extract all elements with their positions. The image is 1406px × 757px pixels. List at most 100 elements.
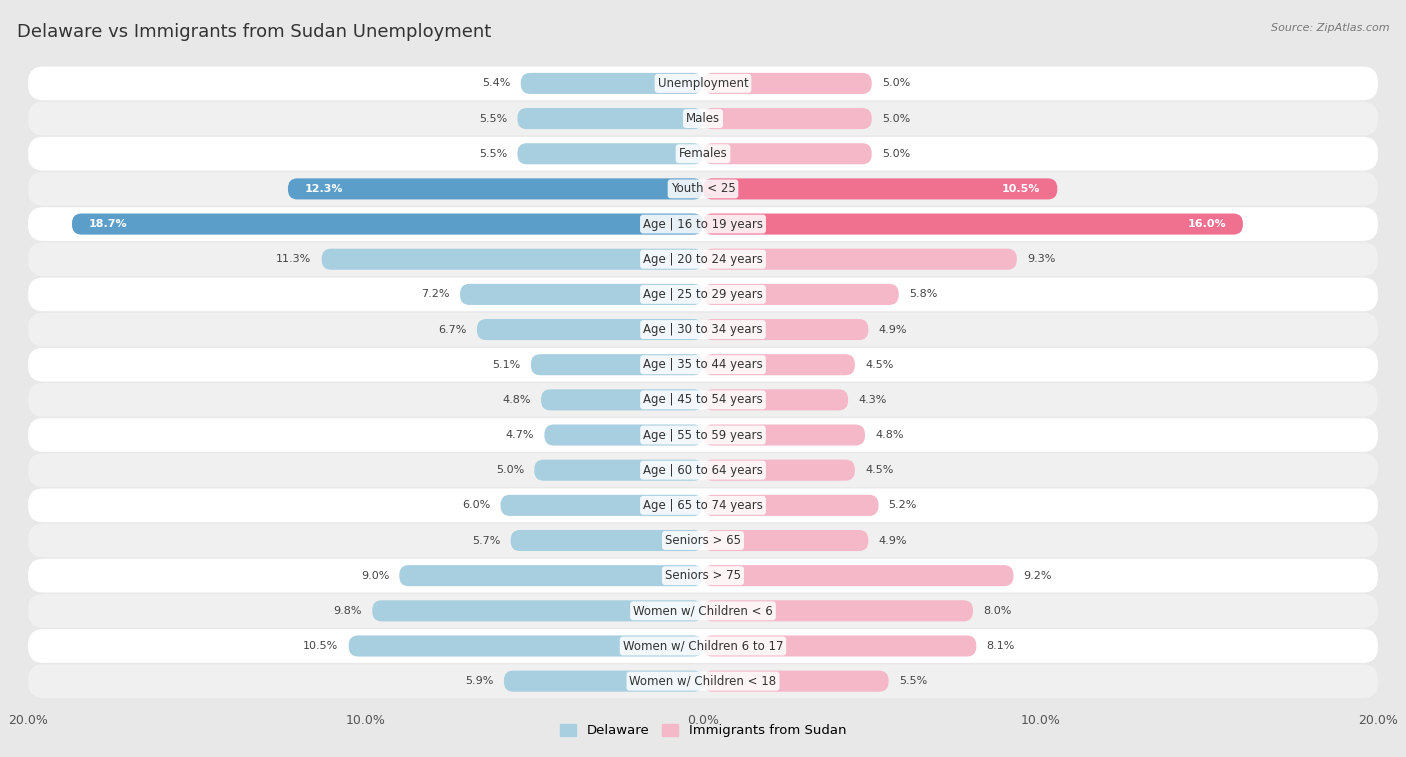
FancyBboxPatch shape [703,530,869,551]
Text: Age | 65 to 74 years: Age | 65 to 74 years [643,499,763,512]
FancyBboxPatch shape [703,671,889,692]
FancyBboxPatch shape [703,248,1017,269]
FancyBboxPatch shape [544,425,703,446]
Text: Women w/ Children 6 to 17: Women w/ Children 6 to 17 [623,640,783,653]
FancyBboxPatch shape [28,453,1378,487]
FancyBboxPatch shape [703,73,872,94]
Legend: Delaware, Immigrants from Sudan: Delaware, Immigrants from Sudan [554,718,852,743]
FancyBboxPatch shape [322,248,703,269]
FancyBboxPatch shape [703,284,898,305]
Text: 5.5%: 5.5% [898,676,927,686]
FancyBboxPatch shape [534,459,703,481]
Text: 6.7%: 6.7% [439,325,467,335]
FancyBboxPatch shape [501,495,703,516]
FancyBboxPatch shape [28,559,1378,593]
FancyBboxPatch shape [703,635,976,656]
FancyBboxPatch shape [477,319,703,340]
Text: 9.8%: 9.8% [333,606,363,616]
Text: Seniors > 75: Seniors > 75 [665,569,741,582]
Text: 4.8%: 4.8% [875,430,904,440]
FancyBboxPatch shape [531,354,703,375]
Text: Age | 60 to 64 years: Age | 60 to 64 years [643,464,763,477]
Text: 16.0%: 16.0% [1188,219,1226,229]
Text: Age | 16 to 19 years: Age | 16 to 19 years [643,217,763,231]
FancyBboxPatch shape [28,594,1378,628]
Text: 12.3%: 12.3% [305,184,343,194]
Text: 8.1%: 8.1% [987,641,1015,651]
FancyBboxPatch shape [703,354,855,375]
FancyBboxPatch shape [703,459,855,481]
FancyBboxPatch shape [28,67,1378,100]
Text: Women w/ Children < 6: Women w/ Children < 6 [633,604,773,617]
Text: Delaware vs Immigrants from Sudan Unemployment: Delaware vs Immigrants from Sudan Unempl… [17,23,491,41]
Text: 5.8%: 5.8% [908,289,938,299]
FancyBboxPatch shape [703,213,1243,235]
FancyBboxPatch shape [541,389,703,410]
FancyBboxPatch shape [703,143,872,164]
Text: Youth < 25: Youth < 25 [671,182,735,195]
Text: 5.5%: 5.5% [479,114,508,123]
FancyBboxPatch shape [28,313,1378,347]
Text: 5.0%: 5.0% [882,79,910,89]
FancyBboxPatch shape [460,284,703,305]
Text: Age | 25 to 29 years: Age | 25 to 29 years [643,288,763,301]
FancyBboxPatch shape [517,143,703,164]
FancyBboxPatch shape [520,73,703,94]
Text: Age | 20 to 24 years: Age | 20 to 24 years [643,253,763,266]
FancyBboxPatch shape [510,530,703,551]
FancyBboxPatch shape [28,172,1378,206]
FancyBboxPatch shape [288,179,703,199]
Text: 8.0%: 8.0% [983,606,1011,616]
Text: 9.2%: 9.2% [1024,571,1052,581]
FancyBboxPatch shape [349,635,703,656]
FancyBboxPatch shape [373,600,703,621]
Text: 5.4%: 5.4% [482,79,510,89]
FancyBboxPatch shape [28,629,1378,663]
FancyBboxPatch shape [28,137,1378,170]
FancyBboxPatch shape [28,383,1378,417]
Text: 5.2%: 5.2% [889,500,917,510]
FancyBboxPatch shape [503,671,703,692]
FancyBboxPatch shape [28,418,1378,452]
Text: 9.0%: 9.0% [361,571,389,581]
Text: 5.0%: 5.0% [882,114,910,123]
Text: 5.7%: 5.7% [472,535,501,546]
Text: 5.0%: 5.0% [496,466,524,475]
FancyBboxPatch shape [72,213,703,235]
FancyBboxPatch shape [28,207,1378,241]
FancyBboxPatch shape [28,101,1378,136]
Text: 4.5%: 4.5% [865,466,893,475]
Text: 7.2%: 7.2% [422,289,450,299]
Text: 4.9%: 4.9% [879,325,907,335]
Text: 18.7%: 18.7% [89,219,128,229]
FancyBboxPatch shape [703,600,973,621]
Text: Unemployment: Unemployment [658,77,748,90]
Text: Women w/ Children < 18: Women w/ Children < 18 [630,674,776,687]
FancyBboxPatch shape [399,565,703,586]
Text: Age | 45 to 54 years: Age | 45 to 54 years [643,394,763,407]
Text: Seniors > 65: Seniors > 65 [665,534,741,547]
Text: Females: Females [679,148,727,160]
Text: 11.3%: 11.3% [277,254,312,264]
FancyBboxPatch shape [703,495,879,516]
FancyBboxPatch shape [28,278,1378,311]
Text: 6.0%: 6.0% [463,500,491,510]
Text: Source: ZipAtlas.com: Source: ZipAtlas.com [1271,23,1389,33]
Text: 4.7%: 4.7% [506,430,534,440]
Text: Age | 30 to 34 years: Age | 30 to 34 years [643,323,763,336]
Text: Males: Males [686,112,720,125]
Text: Age | 35 to 44 years: Age | 35 to 44 years [643,358,763,371]
FancyBboxPatch shape [28,524,1378,557]
Text: 4.8%: 4.8% [502,395,531,405]
Text: 10.5%: 10.5% [1002,184,1040,194]
FancyBboxPatch shape [703,389,848,410]
FancyBboxPatch shape [517,108,703,129]
FancyBboxPatch shape [703,179,1057,199]
FancyBboxPatch shape [28,488,1378,522]
Text: 10.5%: 10.5% [304,641,339,651]
FancyBboxPatch shape [703,425,865,446]
Text: 5.5%: 5.5% [479,148,508,159]
FancyBboxPatch shape [703,319,869,340]
Text: Age | 55 to 59 years: Age | 55 to 59 years [643,428,763,441]
FancyBboxPatch shape [28,242,1378,276]
